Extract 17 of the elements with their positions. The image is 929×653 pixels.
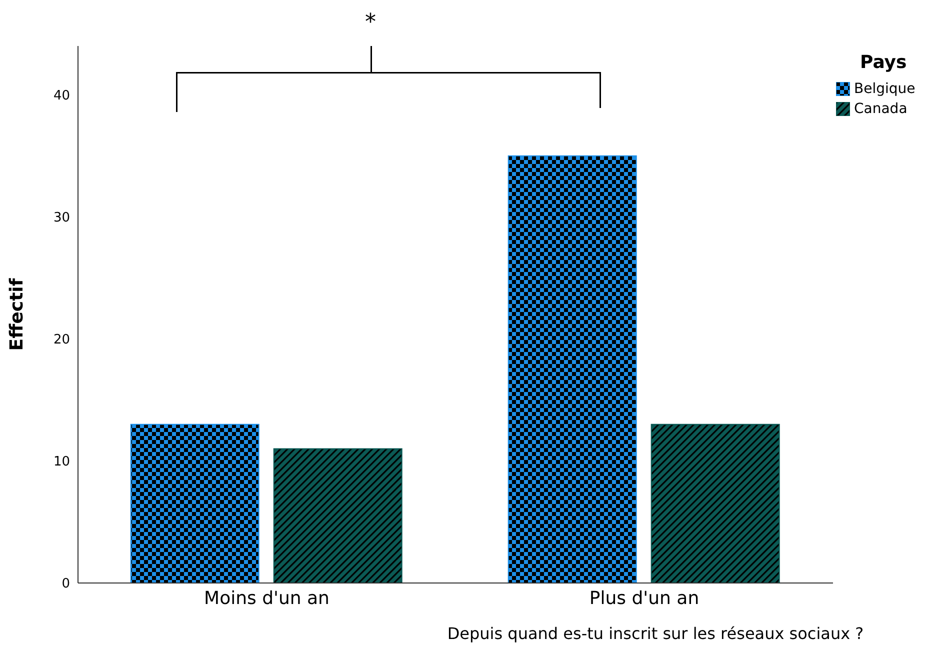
x-tick-label: Plus d'un an (589, 588, 700, 609)
y-axis-title: Effectif (6, 278, 28, 351)
bar (273, 448, 402, 583)
y-tick-label: 10 (53, 454, 70, 470)
legend-label: Belgique (854, 80, 916, 99)
y-tick-label: 30 (53, 210, 70, 226)
y-tick-label: 40 (53, 88, 70, 104)
legend-label: Canada (854, 100, 908, 119)
y-tick-label: 0 (62, 576, 70, 592)
legend-title: Pays (860, 52, 908, 73)
bar (130, 424, 260, 583)
bar (508, 155, 637, 583)
bar (650, 424, 780, 583)
y-tick-label: 20 (53, 332, 70, 348)
text: * (365, 10, 376, 35)
x-tick-label: Moins d'un an (204, 588, 330, 609)
x-axis-title: Depuis quand es-tu inscrit sur les réseaux sociaux ? (447, 624, 864, 643)
